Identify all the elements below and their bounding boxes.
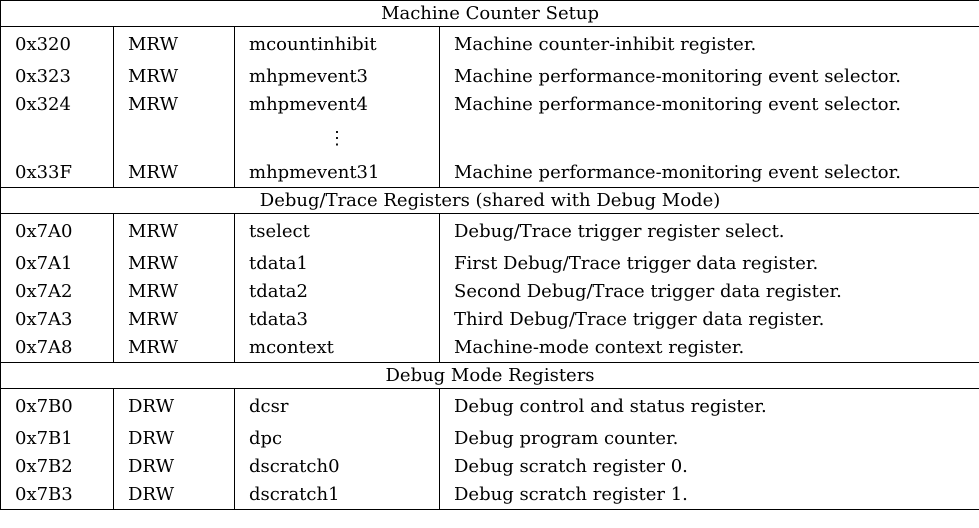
csr-privilege: MRW: [113, 63, 235, 91]
csr-description: Debug program counter.: [438, 425, 979, 453]
csr-description: Machine-mode context register.: [438, 334, 979, 363]
csr-name: dcsr: [234, 388, 440, 425]
csr-privilege: MRW: [113, 250, 235, 278]
csr-description: Second Debug/Trace trigger data register…: [438, 278, 979, 306]
csr-number: 0x7B3: [0, 481, 114, 510]
csr-number: 0x324: [0, 91, 114, 119]
table-row: 0x323 MRW mhpmevent3 Machine performance…: [0, 63, 979, 91]
csr-privilege: DRW: [113, 388, 235, 425]
csr-number: 0x7B1: [0, 425, 114, 453]
csr-description: Machine performance-monitoring event sel…: [438, 63, 979, 91]
csr-privilege: DRW: [113, 481, 235, 510]
csr-number: 0x7A2: [0, 278, 114, 306]
section-header-row: Debug/Trace Registers (shared with Debug…: [0, 187, 979, 214]
csr-name: dpc: [234, 425, 440, 453]
csr-description: Debug/Trace trigger register select.: [438, 213, 979, 250]
csr-number: 0x320: [0, 26, 114, 63]
table-row: 0x7A2 MRW tdata2 Second Debug/Trace trig…: [0, 278, 979, 306]
table-row: 0x7A8 MRW mcontext Machine-mode context …: [0, 334, 979, 363]
csr-number: 0x7A1: [0, 250, 114, 278]
csr-name: mhpmevent4: [234, 91, 440, 119]
csr-number: 0x7A3: [0, 306, 114, 334]
csr-name: dscratch1: [234, 481, 440, 510]
csr-number: 0x7A0: [0, 213, 114, 250]
csr-privilege: MRW: [113, 213, 235, 250]
csr-privilege: MRW: [113, 306, 235, 334]
csr-description: First Debug/Trace trigger data register.: [438, 250, 979, 278]
csr-description: Machine performance-monitoring event sel…: [438, 159, 979, 188]
csr-number: 0x7A8: [0, 334, 114, 363]
section-title: Machine Counter Setup: [0, 0, 979, 27]
table-row: 0x33F MRW mhpmevent31 Machine performanc…: [0, 159, 979, 188]
section-title: Debug Mode Registers: [0, 362, 979, 389]
csr-description: Machine performance-monitoring event sel…: [438, 91, 979, 119]
csr-number: [0, 119, 114, 159]
csr-privilege: DRW: [113, 453, 235, 481]
csr-name: tdata1: [234, 250, 440, 278]
csr-privilege: [113, 119, 235, 159]
csr-name: tdata3: [234, 306, 440, 334]
csr-privilege: MRW: [113, 91, 235, 119]
csr-name: mhpmevent3: [234, 63, 440, 91]
csr-number: 0x33F: [0, 159, 114, 188]
csr-number: 0x7B0: [0, 388, 114, 425]
vertical-ellipsis: ⋮: [234, 119, 440, 159]
csr-name: mhpmevent31: [234, 159, 440, 188]
csr-privilege: MRW: [113, 159, 235, 188]
table-row: 0x7B2 DRW dscratch0 Debug scratch regist…: [0, 453, 979, 481]
csr-description: [438, 119, 979, 159]
section-title: Debug/Trace Registers (shared with Debug…: [0, 187, 979, 214]
table-row: 0x7A1 MRW tdata1 First Debug/Trace trigg…: [0, 250, 979, 278]
section-header-row: Machine Counter Setup: [0, 0, 979, 27]
csr-name: tselect: [234, 213, 440, 250]
csr-name: mcontext: [234, 334, 440, 363]
csr-description: Third Debug/Trace trigger data register.: [438, 306, 979, 334]
ellipsis-row: ⋮: [0, 119, 979, 159]
table-row: 0x320 MRW mcountinhibit Machine counter-…: [0, 26, 979, 63]
csr-table-body: Machine Counter Setup 0x320 MRW mcountin…: [0, 0, 979, 510]
csr-name: dscratch0: [234, 453, 440, 481]
csr-name: tdata2: [234, 278, 440, 306]
csr-privilege: MRW: [113, 26, 235, 63]
csr-privilege: DRW: [113, 425, 235, 453]
csr-number: 0x323: [0, 63, 114, 91]
csr-number: 0x7B2: [0, 453, 114, 481]
csr-privilege: MRW: [113, 334, 235, 363]
table-row: 0x7A3 MRW tdata3 Third Debug/Trace trigg…: [0, 306, 979, 334]
table-row: 0x7B0 DRW dcsr Debug control and status …: [0, 388, 979, 425]
csr-description: Debug scratch register 1.: [438, 481, 979, 510]
table-row: 0x324 MRW mhpmevent4 Machine performance…: [0, 91, 979, 119]
table-row: 0x7B1 DRW dpc Debug program counter.: [0, 425, 979, 453]
section-header-row: Debug Mode Registers: [0, 362, 979, 389]
csr-description: Machine counter-inhibit register.: [438, 26, 979, 63]
csr-description: Debug scratch register 0.: [438, 453, 979, 481]
csr-table: Machine Counter Setup 0x320 MRW mcountin…: [0, 0, 979, 510]
table-row: 0x7A0 MRW tselect Debug/Trace trigger re…: [0, 213, 979, 250]
csr-privilege: MRW: [113, 278, 235, 306]
csr-name: mcountinhibit: [234, 26, 440, 63]
table-row: 0x7B3 DRW dscratch1 Debug scratch regist…: [0, 481, 979, 510]
csr-description: Debug control and status register.: [438, 388, 979, 425]
